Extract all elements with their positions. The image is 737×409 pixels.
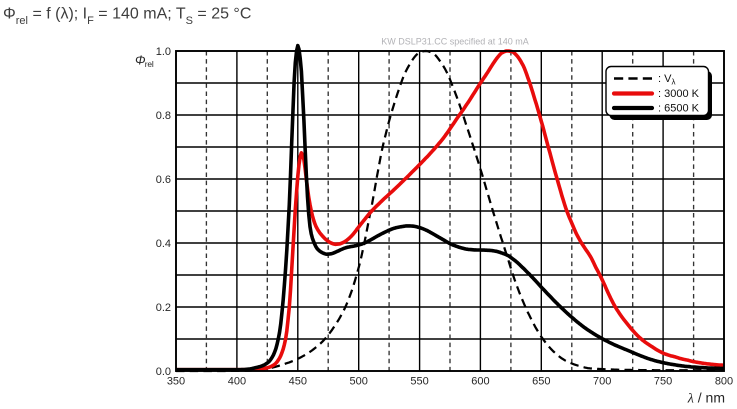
svg-text:0.6: 0.6 [156,174,171,186]
svg-text:650: 650 [532,376,550,388]
svg-text:800: 800 [715,376,733,388]
svg-text:Φ: Φ [135,54,146,68]
svg-text:0.4: 0.4 [156,238,171,250]
svg-text:: Vλ: : Vλ [658,73,675,87]
svg-text:0.8: 0.8 [156,110,171,122]
svg-text:600: 600 [471,376,489,388]
svg-text:0.0: 0.0 [156,366,171,378]
svg-text:: 3000 K: : 3000 K [658,88,700,100]
svg-text:450: 450 [289,376,307,388]
svg-text:λ / nm: λ / nm [687,390,725,407]
svg-text:rel: rel [145,59,154,69]
svg-text:350: 350 [167,376,185,388]
svg-text:: 6500 K: : 6500 K [658,103,700,115]
svg-text:0.2: 0.2 [156,302,171,314]
svg-text:KW DSLP31.CC specified at 140: KW DSLP31.CC specified at 140 mA [381,37,529,47]
svg-text:1.0: 1.0 [156,46,171,58]
svg-text:550: 550 [410,376,428,388]
svg-text:500: 500 [350,376,368,388]
svg-text:750: 750 [654,376,672,388]
svg-text:700: 700 [593,376,611,388]
svg-text:400: 400 [228,376,246,388]
